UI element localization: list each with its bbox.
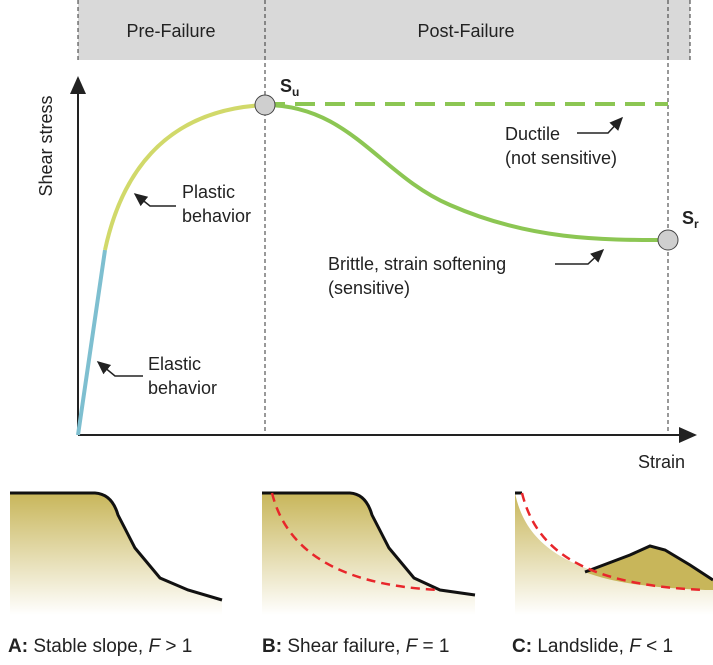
elastic-label: behavior	[148, 378, 217, 398]
caption-relation: = 1	[417, 636, 449, 657]
x-axis-label: Strain	[638, 452, 685, 472]
figure: Pre-Failure Post-Failure Shear stress St…	[0, 0, 713, 660]
slope-c	[515, 493, 713, 615]
su-point	[255, 95, 275, 115]
slope-b	[262, 493, 475, 615]
su-subscript: u	[292, 85, 299, 99]
sr-label: Sr	[682, 208, 699, 231]
sr-point	[658, 230, 678, 250]
sr-symbol: S	[682, 208, 694, 228]
caption-text: Stable slope,	[28, 636, 148, 657]
caption-c: C: Landslide, F < 1	[512, 636, 673, 657]
plastic-label: Plastic	[182, 182, 235, 202]
caption-text: Landslide,	[532, 636, 629, 657]
pre-failure-label: Pre-Failure	[126, 21, 215, 41]
caption-a: A: Stable slope, F > 1	[8, 636, 192, 657]
caption-b: B: Shear failure, F = 1	[262, 636, 449, 657]
elastic-label: Elastic	[148, 354, 201, 374]
plastic-curve	[105, 105, 265, 250]
caption-letter: B:	[262, 636, 282, 657]
brittle-curve	[265, 105, 668, 240]
brittle-label: Brittle, strain softening	[328, 254, 506, 274]
post-failure-label: Post-Failure	[417, 21, 514, 41]
ductile-label: (not sensitive)	[505, 148, 617, 168]
caption-letter: C:	[512, 636, 532, 657]
y-axis-label: Shear stress	[36, 95, 56, 196]
caption-letter: A:	[8, 636, 28, 657]
su-symbol: S	[280, 76, 292, 96]
ductile-label: Ductile	[505, 124, 560, 144]
sr-subscript: r	[694, 217, 699, 231]
caption-text: Shear failure,	[282, 636, 406, 657]
slope-a	[10, 493, 222, 615]
elastic-curve	[78, 250, 105, 435]
caption-relation: > 1	[160, 636, 192, 657]
plastic-label: behavior	[182, 206, 251, 226]
caption-relation: < 1	[641, 636, 673, 657]
brittle-label: (sensitive)	[328, 278, 410, 298]
su-label: Su	[280, 76, 299, 99]
